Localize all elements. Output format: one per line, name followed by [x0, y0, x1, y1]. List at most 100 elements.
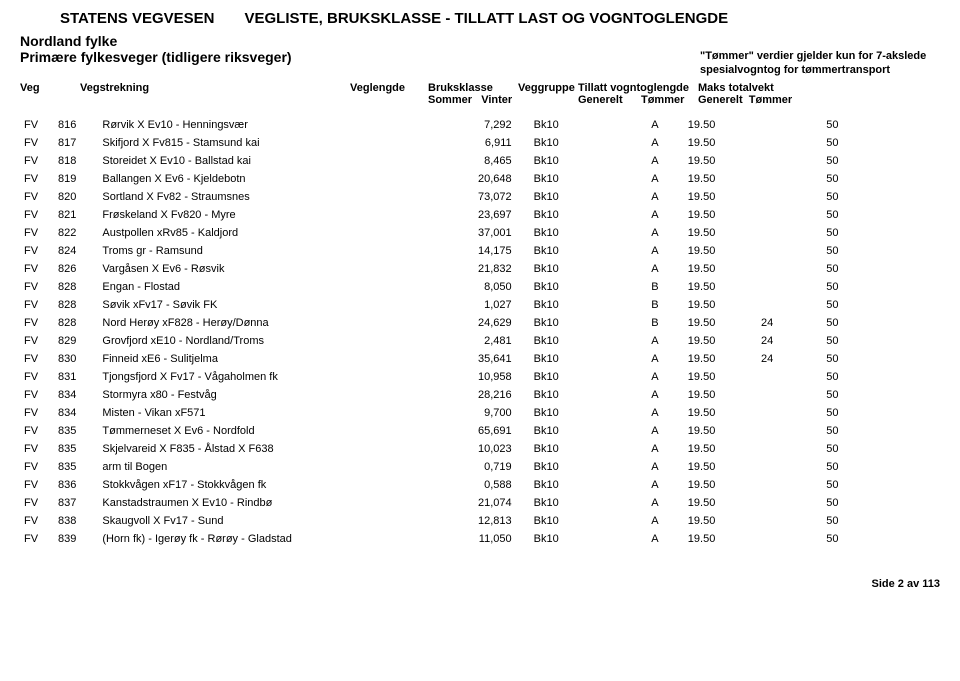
cell-maks-generelt: 50	[822, 206, 887, 224]
cell-vegtype: FV	[20, 206, 54, 224]
cell-lengde: 23,697	[451, 206, 529, 224]
cell-maks-generelt: 50	[822, 242, 887, 260]
cell-maks-tommer	[888, 188, 940, 206]
cell-lengde: 10,958	[451, 368, 529, 386]
cell-strekning: Skifjord X Fv815 - Stamsund kai	[98, 134, 451, 152]
cell-strekning: Vargåsen X Ev6 - Røsvik	[98, 260, 451, 278]
col-tillatt: Tillatt vogntoglengde Generelt Tømmer	[578, 82, 698, 106]
cell-vegtype: FV	[20, 476, 54, 494]
cell-tillatt-tommer	[757, 206, 822, 224]
cell-tillatt-tommer	[757, 476, 822, 494]
cell-bk-vinter	[595, 188, 647, 206]
cell-strekning: Grovfjord xE10 - Nordland/Troms	[98, 332, 451, 350]
cell-tillatt-generelt: 19.50	[684, 206, 757, 224]
cell-tillatt-generelt: 19.50	[684, 404, 757, 422]
cell-bk-sommer: Bk10	[530, 404, 595, 422]
table-row: FV821Frøskeland X Fv820 - Myre23,697Bk10…	[20, 206, 940, 224]
col-bruksklasse: Bruksklasse Sommer Vinter	[428, 82, 518, 106]
cell-gruppe: A	[647, 404, 684, 422]
cell-tillatt-generelt: 19.50	[684, 314, 757, 332]
cell-maks-generelt: 50	[822, 188, 887, 206]
table-row: FV836Stokkvågen xF17 - Stokkvågen fk0,58…	[20, 476, 940, 494]
col-maks: Maks totalvekt Generelt Tømmer	[698, 82, 818, 106]
cell-vegtype: FV	[20, 494, 54, 512]
cell-bk-vinter	[595, 494, 647, 512]
table-row: FV828Søvik xFv17 - Søvik FK1,027Bk10B19.…	[20, 296, 940, 314]
cell-lengde: 0,588	[451, 476, 529, 494]
cell-strekning: Misten - Vikan xF571	[98, 404, 451, 422]
cell-maks-tommer	[888, 530, 940, 548]
cell-bk-sommer: Bk10	[530, 224, 595, 242]
cell-gruppe: B	[647, 314, 684, 332]
cell-lengde: 21,074	[451, 494, 529, 512]
cell-maks-generelt: 50	[822, 458, 887, 476]
col-vegstrekning: Vegstrekning	[80, 82, 350, 106]
cell-gruppe: A	[647, 188, 684, 206]
cell-bk-vinter	[595, 260, 647, 278]
cell-bk-vinter	[595, 116, 647, 134]
table-row: FV818Storeidet X Ev10 - Ballstad kai8,46…	[20, 152, 940, 170]
cell-tillatt-tommer	[757, 134, 822, 152]
table-row: FV838Skaugvoll X Fv17 - Sund12,813Bk10A1…	[20, 512, 940, 530]
cell-maks-generelt: 50	[822, 296, 887, 314]
cell-gruppe: A	[647, 224, 684, 242]
cell-bk-sommer: Bk10	[530, 116, 595, 134]
cell-maks-tommer	[888, 242, 940, 260]
cell-vegtype: FV	[20, 170, 54, 188]
cell-bk-vinter	[595, 278, 647, 296]
cell-maks-tommer	[888, 314, 940, 332]
cell-bk-vinter	[595, 368, 647, 386]
cell-maks-generelt: 50	[822, 314, 887, 332]
cell-lengde: 24,629	[451, 314, 529, 332]
cell-bk-sommer: Bk10	[530, 278, 595, 296]
cell-vegnr: 824	[54, 242, 98, 260]
cell-lengde: 11,050	[451, 530, 529, 548]
table-row: FV839(Horn fk) - Igerøy fk - Rørøy - Gla…	[20, 530, 940, 548]
cell-gruppe: A	[647, 494, 684, 512]
cell-tillatt-generelt: 19.50	[684, 386, 757, 404]
cell-vegnr: 837	[54, 494, 98, 512]
cell-maks-generelt: 50	[822, 116, 887, 134]
cell-maks-tommer	[888, 350, 940, 368]
cell-lengde: 73,072	[451, 188, 529, 206]
cell-maks-tommer	[888, 170, 940, 188]
cell-vegtype: FV	[20, 350, 54, 368]
cell-lengde: 8,465	[451, 152, 529, 170]
cell-bk-vinter	[595, 404, 647, 422]
table-row: FV819Ballangen X Ev6 - Kjeldebotn20,648B…	[20, 170, 940, 188]
col-veg: Veg	[20, 82, 80, 106]
cell-tillatt-tommer	[757, 116, 822, 134]
cell-tillatt-generelt: 19.50	[684, 458, 757, 476]
cell-tillatt-generelt: 19.50	[684, 494, 757, 512]
cell-tillatt-tommer	[757, 440, 822, 458]
cell-tillatt-tommer	[757, 494, 822, 512]
cell-bk-sommer: Bk10	[530, 368, 595, 386]
cell-maks-generelt: 50	[822, 152, 887, 170]
cell-maks-tommer	[888, 494, 940, 512]
table-row: FV837Kanstadstraumen X Ev10 - Rindbø21,0…	[20, 494, 940, 512]
cell-gruppe: A	[647, 368, 684, 386]
cell-tillatt-generelt: 19.50	[684, 170, 757, 188]
col-tillatt-generelt: Generelt	[578, 94, 623, 106]
cell-strekning: Stormyra x80 - Festvåg	[98, 386, 451, 404]
cell-bk-vinter	[595, 512, 647, 530]
cell-bk-sommer: Bk10	[530, 512, 595, 530]
cell-maks-tommer	[888, 224, 940, 242]
cell-vegnr: 839	[54, 530, 98, 548]
table-row: FV829Grovfjord xE10 - Nordland/Troms2,48…	[20, 332, 940, 350]
cell-vegtype: FV	[20, 512, 54, 530]
cell-lengde: 1,027	[451, 296, 529, 314]
cell-tillatt-generelt: 19.50	[684, 224, 757, 242]
header-row: STATENS VEGVESEN VEGLISTE, BRUKSKLASSE -…	[20, 10, 940, 27]
cell-maks-tommer	[888, 116, 940, 134]
table-row: FV817Skifjord X Fv815 - Stamsund kai6,91…	[20, 134, 940, 152]
cell-gruppe: A	[647, 242, 684, 260]
cell-gruppe: A	[647, 386, 684, 404]
cell-strekning: Ballangen X Ev6 - Kjeldebotn	[98, 170, 451, 188]
cell-bk-sommer: Bk10	[530, 188, 595, 206]
cell-maks-generelt: 50	[822, 368, 887, 386]
cell-gruppe: A	[647, 512, 684, 530]
cell-tillatt-tommer	[757, 458, 822, 476]
cell-tillatt-tommer	[757, 242, 822, 260]
cell-tillatt-generelt: 19.50	[684, 476, 757, 494]
